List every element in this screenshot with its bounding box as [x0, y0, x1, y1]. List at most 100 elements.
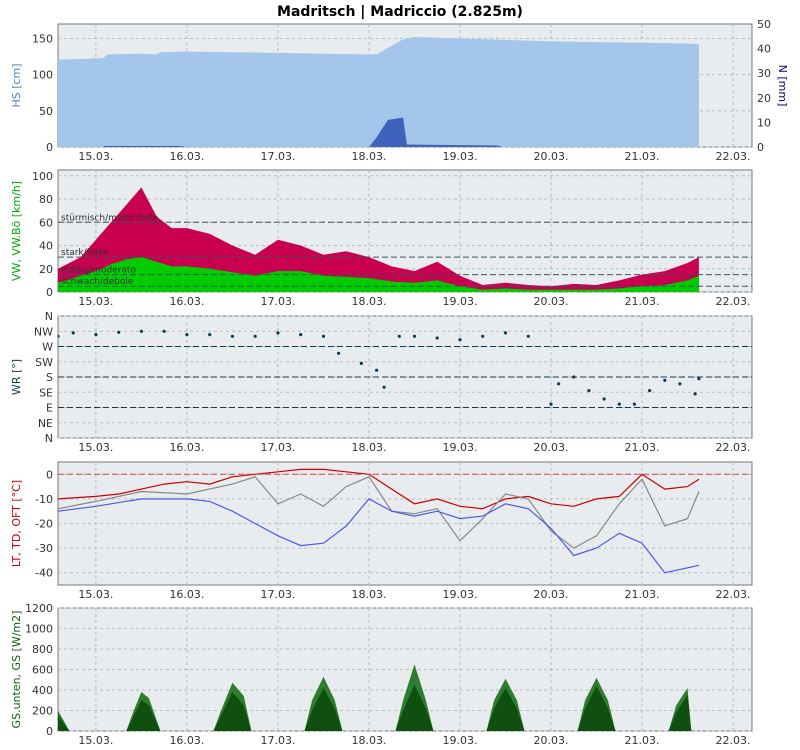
- direction-point: [503, 331, 508, 335]
- y-tick-label: 20: [39, 263, 53, 276]
- x-tick-label: 15.03.: [78, 295, 113, 308]
- x-tick-label: 22.03.: [716, 295, 751, 308]
- x-tick-label: 20.03.: [534, 150, 569, 163]
- y-tick-label: 0: [46, 286, 53, 299]
- x-tick-label: 17.03.: [260, 441, 295, 454]
- direction-point: [678, 382, 682, 386]
- x-tick-label: 21.03.: [625, 734, 660, 747]
- series-lt-line: [58, 468, 700, 510]
- y-tick-label: E: [46, 402, 53, 415]
- x-tick-label: 19.03.: [442, 150, 477, 163]
- y-axis-label: LT, TD, OFT [°C]: [10, 480, 23, 567]
- panel-direction: 15.03. 16.03. 17.03. 18.03. 19.03. 20.03. 21.0…: [10, 310, 753, 454]
- series-td-line: [58, 476, 700, 549]
- direction-point: [117, 330, 121, 334]
- x-tick-label: 21.03.: [625, 441, 660, 454]
- direction-point: [663, 378, 667, 382]
- x-tick-label: 16.03.: [169, 150, 204, 163]
- series-oft-line: [58, 498, 700, 574]
- y-tick-label: 80: [39, 193, 53, 206]
- x-tick-label: 16.03.: [169, 588, 204, 601]
- threshold-label: stürmisch/molto forte: [61, 213, 159, 223]
- panel-snow: 15.03. 16.03. 17.03. 18.03. 19.03. 20.03. 21.0…: [10, 18, 789, 163]
- x-tick-label: 21.03.: [625, 295, 660, 308]
- x-tick-label: 18.03.: [351, 150, 386, 163]
- x-tick-label: 22.03.: [716, 441, 751, 454]
- x-tick-label: 19.03.: [442, 441, 477, 454]
- direction-point: [71, 331, 75, 335]
- y-axis-label: VW, VW.Bö [km/h]: [10, 181, 23, 281]
- x-tick-label: 22.03.: [716, 588, 751, 601]
- y-tick-label: NE: [38, 417, 53, 430]
- x-tick-label: 20.03.: [534, 441, 569, 454]
- x-tick-label: 16.03.: [169, 441, 204, 454]
- series-group-snow: [58, 37, 699, 147]
- direction-point: [602, 397, 606, 401]
- y-axis-label: HS [cm]: [10, 63, 23, 107]
- threshold-label: stark/forte: [61, 248, 109, 258]
- y-axis-label: WR [°]: [10, 359, 23, 395]
- y-tick-label: 60: [39, 216, 53, 229]
- direction-point: [412, 334, 417, 338]
- y-tick-label: 400: [32, 684, 53, 697]
- x-tick-label: 15.03.: [78, 734, 113, 747]
- x-tick-label: 22.03.: [716, 150, 751, 163]
- x-tick-label: 18.03.: [351, 588, 386, 601]
- y-tick-label: 1000: [25, 623, 53, 636]
- threshold-label: schwach/debole: [61, 277, 134, 287]
- direction-point: [617, 402, 621, 406]
- direction-point: [697, 377, 701, 381]
- direction-point: [549, 402, 553, 406]
- direction-point: [382, 385, 386, 389]
- x-tick-label: 15.03.: [78, 588, 113, 601]
- direction-point: [458, 338, 462, 342]
- direction-point: [337, 351, 341, 355]
- direction-point: [648, 389, 652, 393]
- series-hs-area: [58, 37, 699, 147]
- direction-point: [481, 334, 485, 338]
- y-tick-label: 150: [32, 32, 53, 45]
- direction-point: [632, 402, 637, 406]
- y-tick-label: SW: [35, 356, 53, 369]
- direction-point: [321, 334, 326, 338]
- y-tick-label: N: [45, 432, 53, 445]
- x-tick-label: 17.03.: [260, 295, 295, 308]
- direction-point: [397, 334, 401, 338]
- x-tick-label: 22.03.: [716, 734, 751, 747]
- series-wind-area: [58, 257, 699, 292]
- y-tick-label: -10: [35, 493, 53, 506]
- x-tick-label: 18.03.: [351, 295, 386, 308]
- panel-radiation: 15.03. 16.03. 17.03. 18.03. 19.03. 20.03. 21.0…: [10, 602, 753, 747]
- x-tick-label: 21.03.: [625, 588, 660, 601]
- chart-panels: 15.03. 16.03. 17.03. 18.03. 19.03. 20.03. 21.0…: [10, 18, 789, 747]
- x-tick-label: 18.03.: [351, 441, 386, 454]
- series-group-wind: [58, 187, 699, 292]
- y-tick-label: 100: [32, 170, 53, 183]
- direction-point: [693, 392, 697, 396]
- y-tick-label: SE: [39, 386, 53, 399]
- x-tick-label: 17.03.: [260, 734, 295, 747]
- x-tick-label: 18.03.: [351, 734, 386, 747]
- direction-point: [435, 336, 439, 340]
- direction-point: [276, 331, 280, 335]
- direction-point: [162, 329, 166, 333]
- y-right-tick-label: 50: [757, 18, 771, 31]
- direction-point: [58, 334, 60, 338]
- y-right-tick-label: 0: [757, 141, 764, 154]
- y-tick-label: 600: [32, 664, 53, 677]
- x-tick-label: 20.03.: [534, 295, 569, 308]
- x-tick-label: 19.03.: [442, 295, 477, 308]
- y-tick-label: 100: [32, 69, 53, 82]
- direction-point: [359, 361, 363, 365]
- y-right-tick-label: 30: [757, 67, 771, 80]
- direction-point: [557, 382, 561, 386]
- direction-point: [299, 333, 303, 337]
- x-tick-label: 19.03.: [442, 588, 477, 601]
- y-tick-label: NW: [34, 325, 53, 338]
- direction-point: [139, 329, 143, 333]
- y-tick-label: -40: [35, 567, 53, 580]
- x-tick-label: 19.03.: [442, 734, 477, 747]
- series-group-direction: [58, 329, 701, 406]
- series-group-temperature: [58, 468, 700, 574]
